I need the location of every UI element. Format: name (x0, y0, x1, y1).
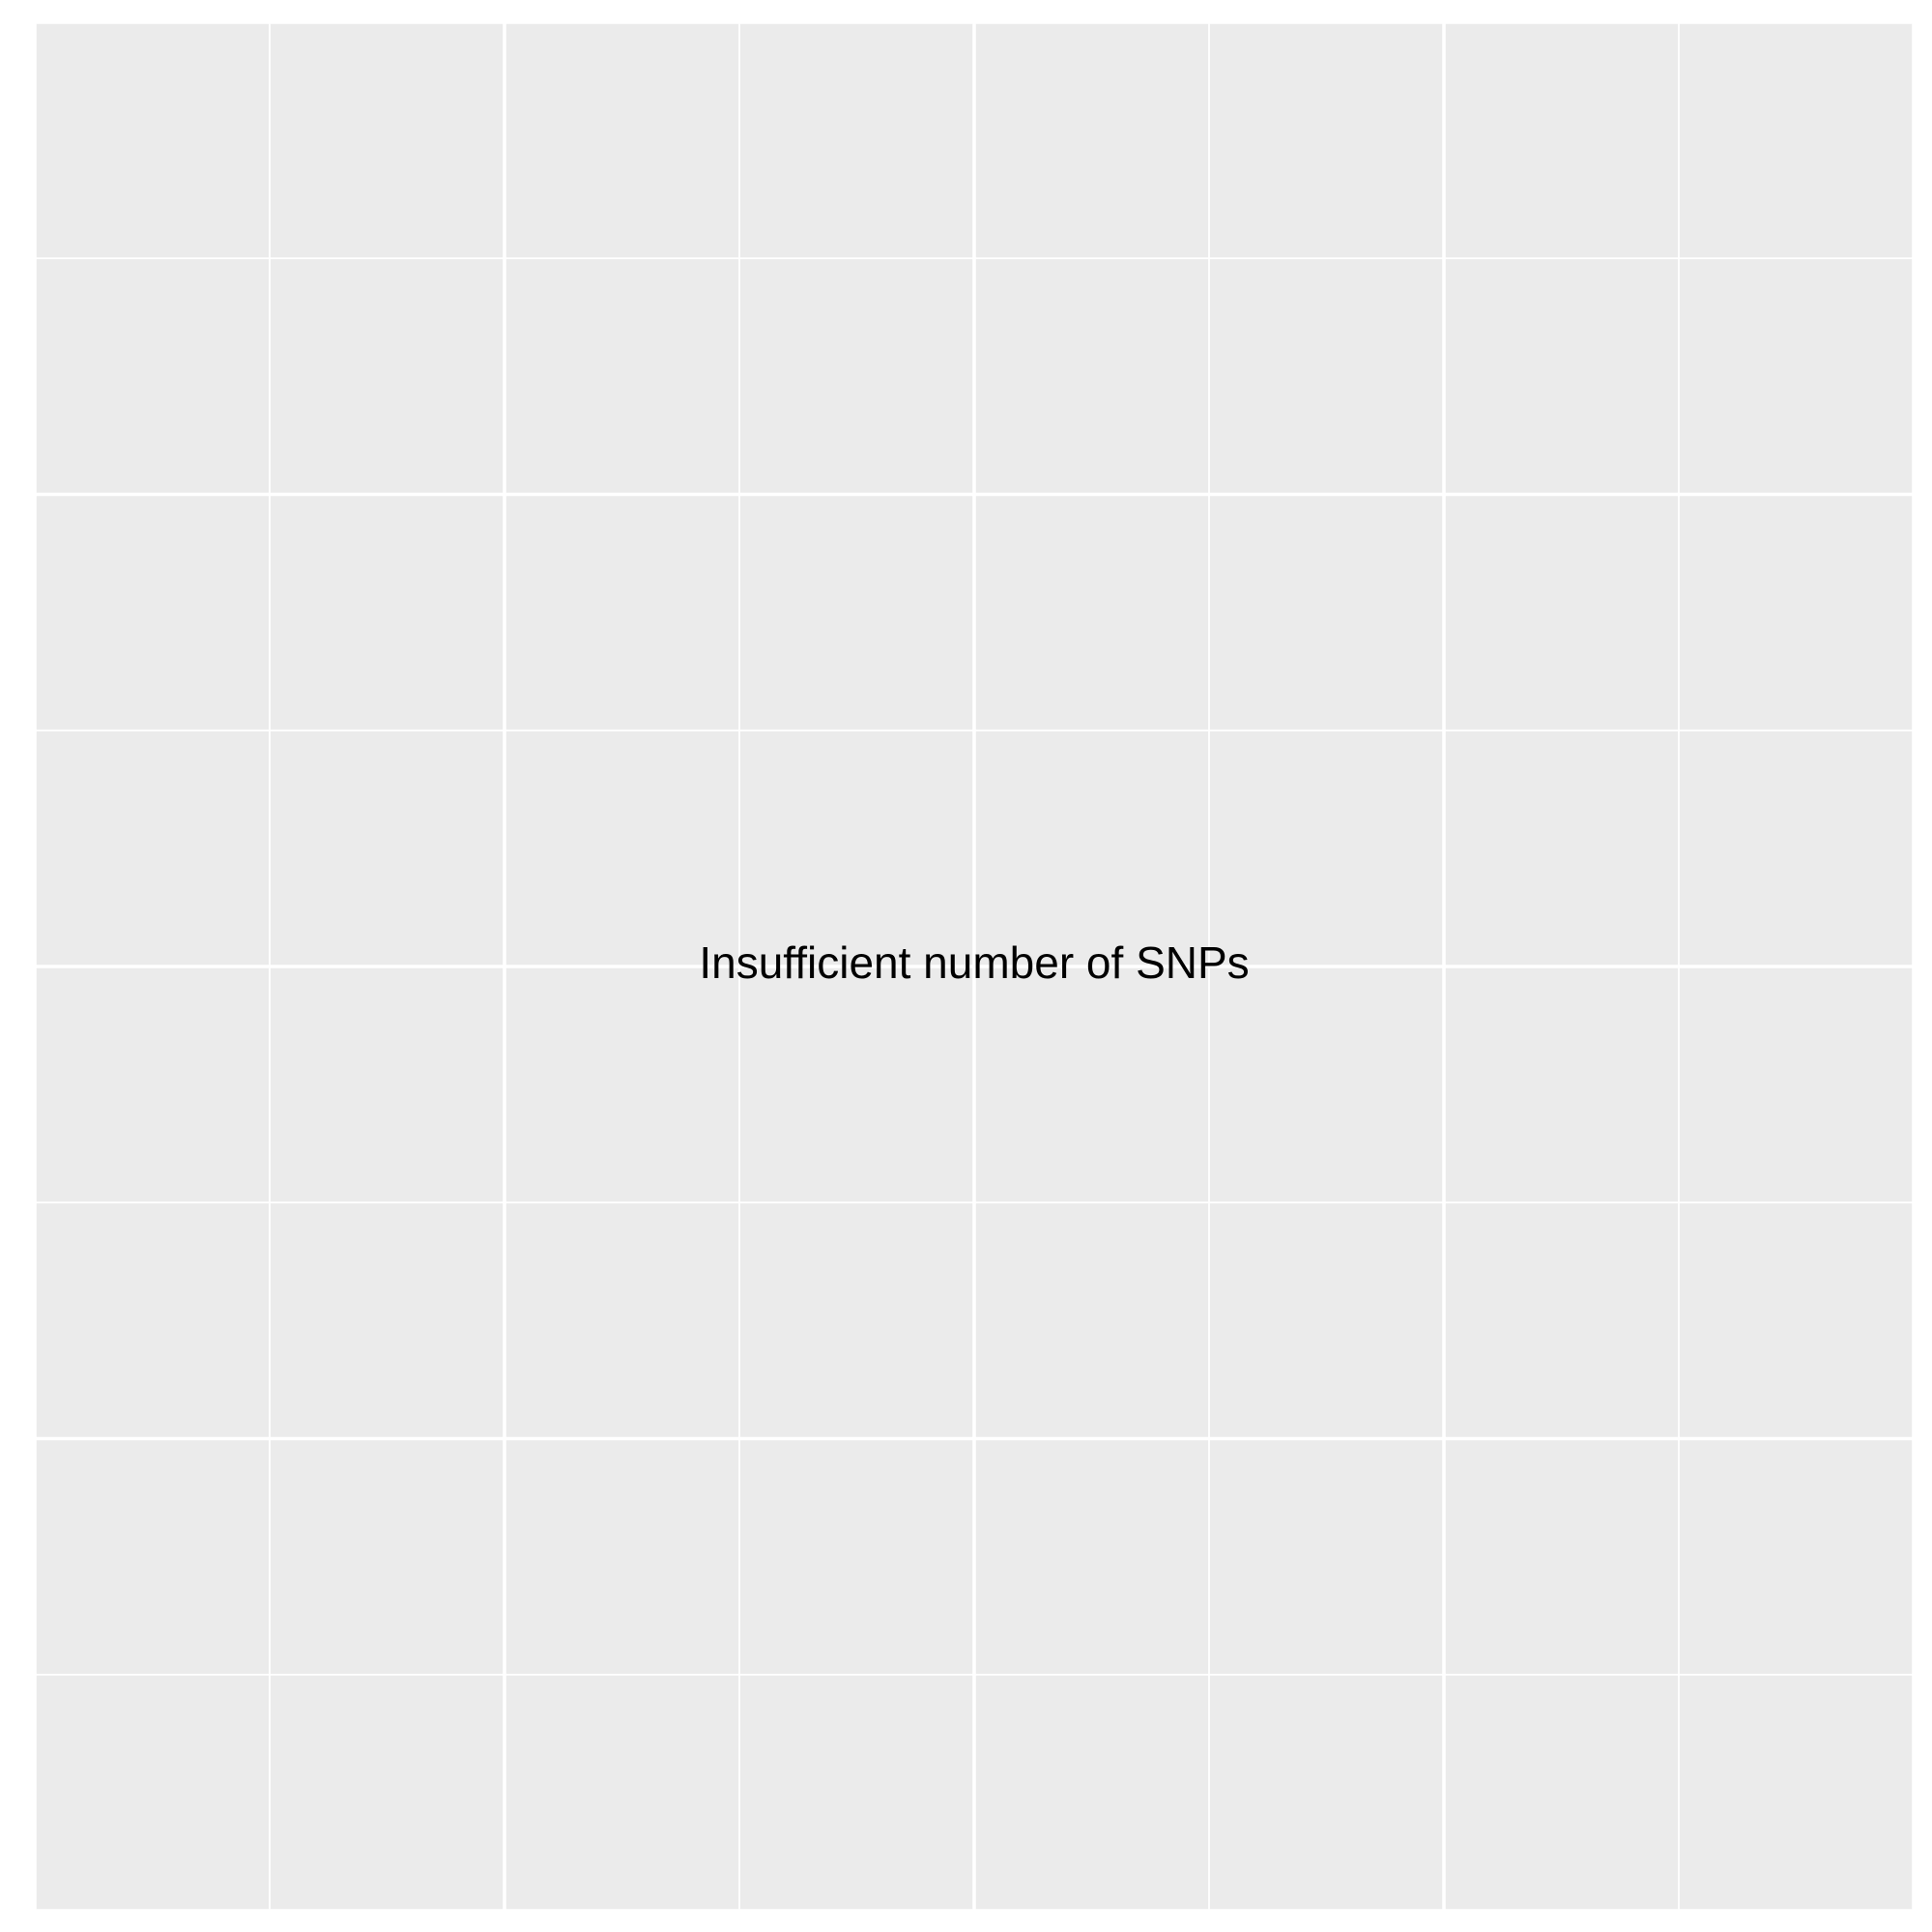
annotation-insufficient-snps: Insufficient number of SNPs (699, 937, 1249, 988)
